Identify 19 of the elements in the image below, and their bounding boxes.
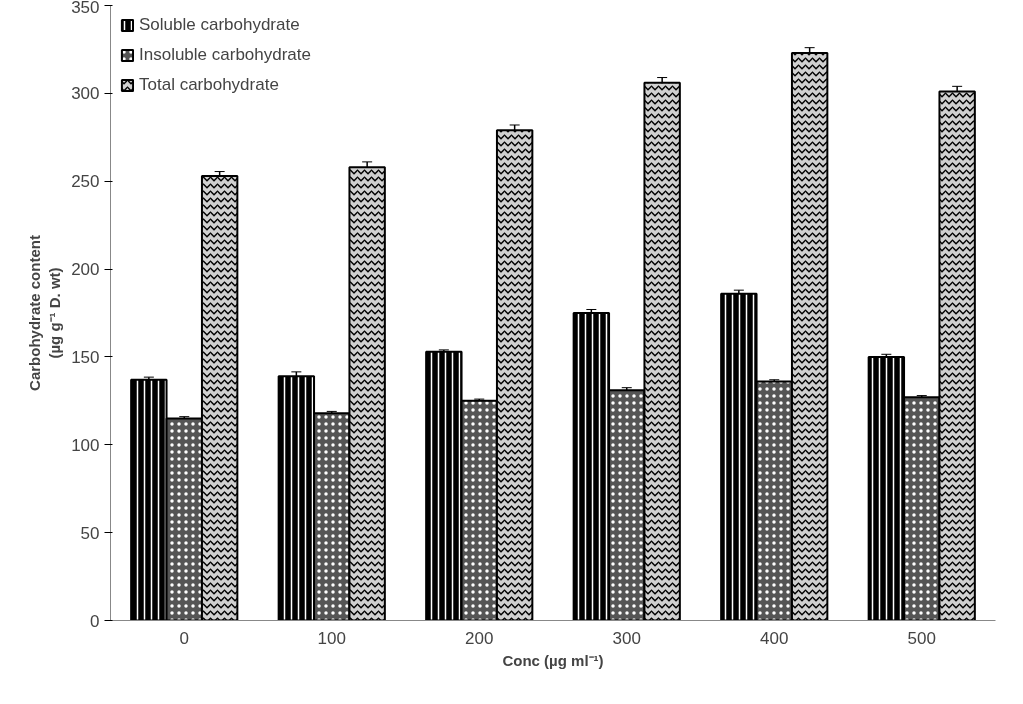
y-tick-label: 250 — [71, 172, 100, 192]
y-axis-title: Carbohydrate content (µg g⁻¹ D. wt) — [25, 235, 64, 391]
y-tick-label: 350 — [71, 0, 100, 17]
x-tick-label: 200 — [465, 628, 494, 648]
x-tick-label: 500 — [907, 628, 936, 648]
y-tick-label: 50 — [80, 523, 100, 543]
x-tick-label: 300 — [612, 628, 641, 648]
x-tick-label: 0 — [179, 628, 189, 648]
legend-label: Insoluble carbohydrate — [139, 45, 312, 65]
x-tick-label: 100 — [317, 628, 346, 648]
x-axis-title: Conc (µg ml⁻¹) — [502, 651, 604, 669]
y-tick-label: 300 — [71, 84, 100, 104]
legend-label: Soluble carbohydrate — [139, 15, 300, 35]
y-tick-label: 0 — [90, 611, 100, 631]
x-tick-label: 400 — [760, 628, 789, 648]
legend-label: Total carbohydrate — [139, 75, 279, 95]
y-tick-label: 200 — [71, 260, 100, 280]
y-tick-label: 100 — [71, 435, 100, 455]
y-tick-label: 150 — [71, 347, 100, 367]
